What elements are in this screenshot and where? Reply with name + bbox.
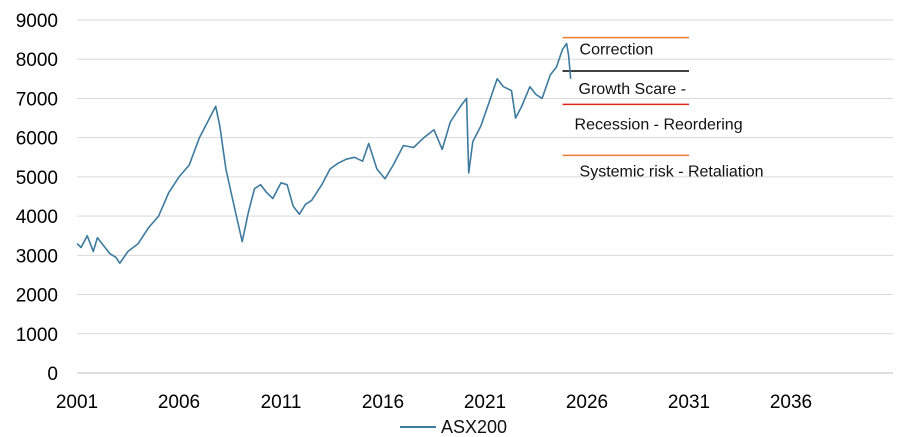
x-axis-tick-labels: 2001 2006 2011 2016 2021 2026 2031 2036 bbox=[56, 392, 812, 413]
x-tick-label: 2001 bbox=[56, 392, 98, 413]
y-tick-label: 7000 bbox=[16, 89, 58, 110]
y-tick-label: 1000 bbox=[16, 325, 58, 346]
y-tick-label: 0 bbox=[47, 364, 58, 385]
series-line-asx200 bbox=[76, 42, 572, 264]
y-tick-label: 4000 bbox=[16, 207, 58, 228]
y-tick-label: 9000 bbox=[16, 11, 58, 32]
annotation-label: Growth Scare - bbox=[579, 81, 687, 98]
y-axis-tick-labels: 0 1000 2000 3000 4000 5000 6000 7000 8000 9000 bbox=[16, 11, 58, 385]
legend: ASX200 bbox=[400, 417, 507, 437]
x-tick-label: 2031 bbox=[668, 392, 710, 413]
annotation-label: Correction bbox=[580, 42, 654, 59]
y-tick-label: 5000 bbox=[16, 168, 58, 189]
scenario-annotations: Correction Growth Scare - Recession - Reor… bbox=[562, 36, 764, 180]
x-tick-label: 2036 bbox=[770, 392, 812, 413]
x-tick-label: 2011 bbox=[261, 392, 302, 413]
x-tick-label: 2016 bbox=[362, 392, 404, 413]
annotation-label: Systemic risk - Retaliation bbox=[580, 163, 764, 180]
annotation-label: Recession - Reordering bbox=[575, 116, 743, 133]
y-tick-label: 2000 bbox=[16, 286, 58, 307]
legend-label-asx200: ASX200 bbox=[441, 417, 507, 437]
y-tick-label: 6000 bbox=[16, 129, 58, 150]
x-tick-label: 2026 bbox=[566, 392, 608, 413]
x-tick-label: 2021 bbox=[464, 392, 506, 413]
y-tick-label: 8000 bbox=[16, 50, 58, 71]
x-tick-label: 2006 bbox=[158, 392, 200, 413]
gridlines bbox=[77, 19, 893, 335]
y-tick-label: 3000 bbox=[16, 246, 58, 267]
